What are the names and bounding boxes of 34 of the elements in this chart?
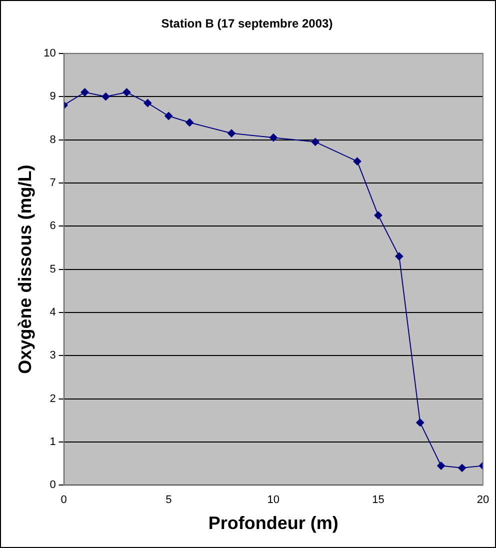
point <box>102 92 110 101</box>
y-tick-label: 8 <box>50 134 56 146</box>
x-axis-title: Profondeur (m) <box>208 513 338 534</box>
y-tick-label: 0 <box>50 479 56 492</box>
x-tick-label: 5 <box>166 494 172 506</box>
point <box>458 464 466 472</box>
point <box>144 99 152 108</box>
y-tick-label: 6 <box>50 220 56 232</box>
y-tick-label: 7 <box>50 176 56 189</box>
y-tick-label: 9 <box>50 90 56 103</box>
point <box>395 252 404 260</box>
chart-title: Station B (17 septembre 2003) <box>161 16 333 31</box>
point <box>374 211 382 220</box>
point <box>164 112 173 120</box>
y-axis-title: Oxygène dissous (mg/L) <box>14 164 35 374</box>
point <box>416 418 424 427</box>
point <box>311 138 320 146</box>
y-tick-label: 2 <box>50 392 56 405</box>
point <box>228 129 236 138</box>
y-tick-label: 3 <box>50 350 56 362</box>
x-tick-label: 10 <box>267 494 280 506</box>
point <box>186 118 194 126</box>
point <box>437 462 446 470</box>
y-tick-label: 10 <box>44 47 56 60</box>
y-tick-label: 4 <box>50 306 56 319</box>
point <box>269 134 278 142</box>
x-tick-label: 15 <box>372 494 384 506</box>
point <box>80 88 89 96</box>
x-tick-label: 0 <box>60 494 67 506</box>
y-tick-label: 1 <box>50 436 56 448</box>
y-tick-label: 5 <box>50 263 56 276</box>
point <box>122 88 131 96</box>
x-tick-label: 20 <box>476 494 490 506</box>
point <box>353 157 362 166</box>
